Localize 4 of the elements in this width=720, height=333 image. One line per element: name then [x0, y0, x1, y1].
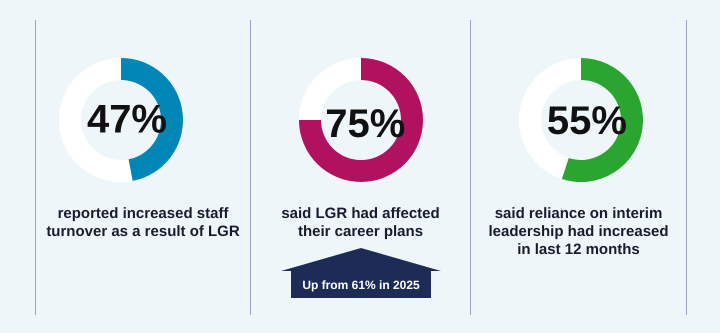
text: reported increased staff turnover as a result of LGR: [46, 205, 240, 240]
text: Up from 61% in 2025: [302, 278, 420, 292]
text: said reliance on interim leadership had increased in last 12 months: [488, 205, 669, 258]
text: said LGR had affected their career plans: [281, 205, 440, 240]
